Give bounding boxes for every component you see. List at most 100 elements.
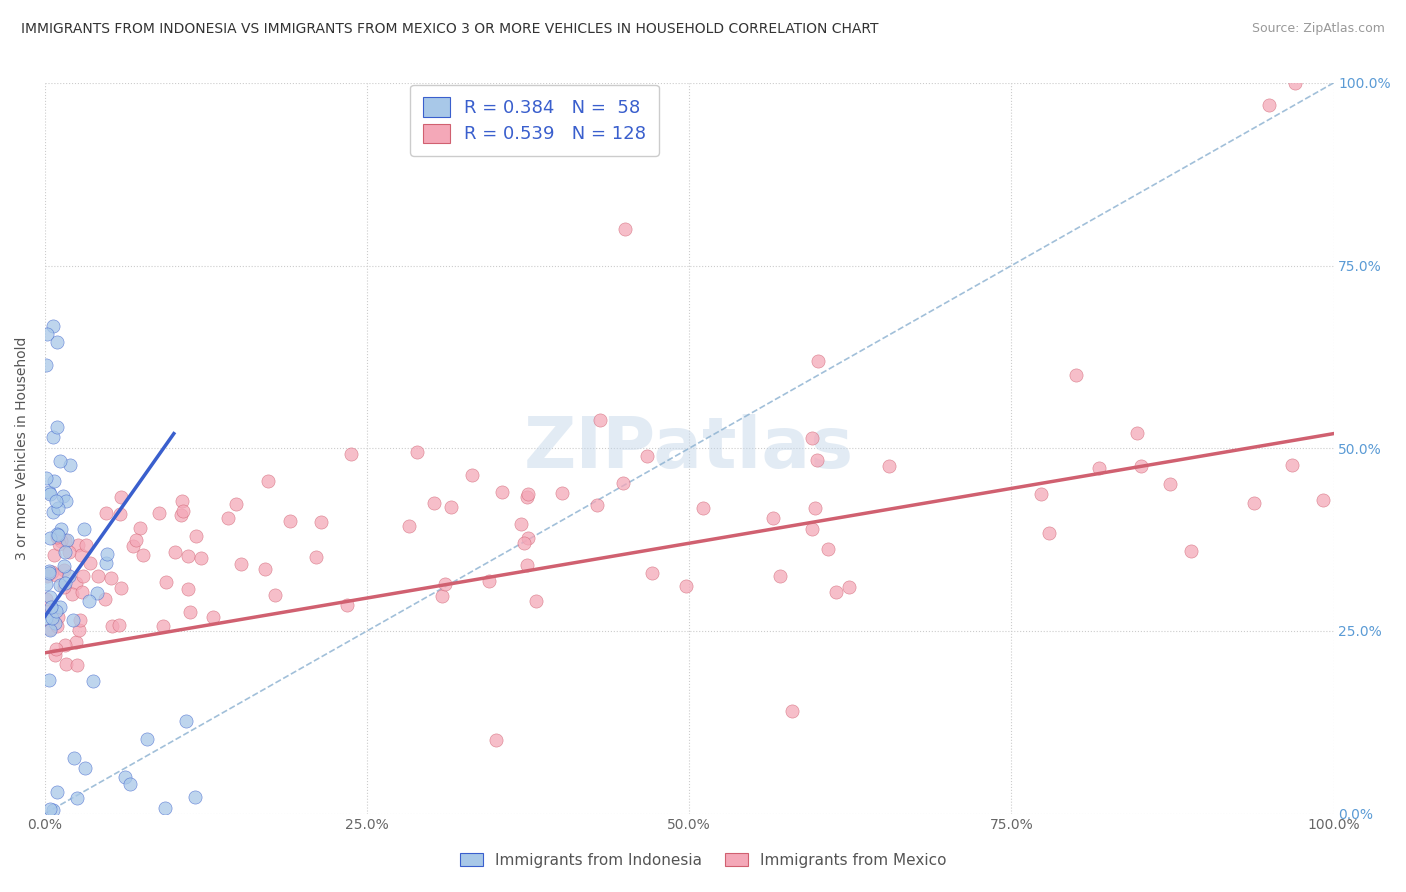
Point — [94, 506, 117, 520]
Point — [122, 540, 145, 554]
Point — [38, 566, 60, 581]
Point — [67, 538, 90, 552]
Point — [311, 515, 333, 529]
Point — [41, 318, 63, 333]
Point — [588, 413, 610, 427]
Point — [1243, 496, 1265, 510]
Point — [42, 803, 65, 817]
Point — [46, 619, 69, 633]
Point — [174, 714, 197, 728]
Point — [491, 485, 513, 500]
Text: Source: ZipAtlas.com: Source: ZipAtlas.com — [1251, 22, 1385, 36]
Point — [184, 789, 207, 804]
Point — [110, 581, 132, 595]
Point — [59, 458, 82, 472]
Point — [132, 548, 155, 562]
Point — [263, 588, 285, 602]
Point — [73, 761, 96, 775]
Point — [37, 326, 59, 341]
Point — [42, 548, 65, 562]
Point — [170, 508, 193, 522]
Point — [38, 623, 60, 637]
Point — [53, 580, 76, 594]
Point — [49, 533, 72, 548]
Point — [53, 545, 76, 559]
Point — [225, 497, 247, 511]
Point — [107, 618, 129, 632]
Point — [65, 658, 87, 673]
Point — [769, 569, 792, 583]
Y-axis label: 3 or more Vehicles in Household: 3 or more Vehicles in Household — [15, 336, 30, 560]
Point — [613, 222, 636, 236]
Point — [45, 334, 67, 349]
Point — [72, 569, 94, 583]
Point — [516, 490, 538, 504]
Legend: Immigrants from Indonesia, Immigrants from Mexico: Immigrants from Indonesia, Immigrants fr… — [451, 845, 955, 875]
Point — [201, 610, 224, 624]
Point — [801, 522, 824, 536]
Point — [155, 574, 177, 589]
Point — [101, 618, 124, 632]
Point — [1281, 458, 1303, 472]
Point — [838, 580, 860, 594]
Point — [1284, 76, 1306, 90]
Point — [170, 493, 193, 508]
Point — [70, 585, 93, 599]
Point — [179, 605, 201, 619]
Point — [551, 486, 574, 500]
Point — [217, 511, 239, 525]
Point — [278, 514, 301, 528]
Point — [1064, 368, 1087, 383]
Point — [44, 648, 66, 662]
Point — [516, 487, 538, 501]
Point — [152, 619, 174, 633]
Point — [406, 445, 429, 459]
Point — [86, 569, 108, 583]
Point — [45, 604, 67, 618]
Point — [39, 599, 62, 614]
Point — [49, 522, 72, 536]
Point — [52, 489, 75, 503]
Point — [53, 563, 76, 577]
Point — [172, 504, 194, 518]
Point — [190, 550, 212, 565]
Point — [305, 550, 328, 565]
Point — [641, 566, 664, 581]
Point — [524, 593, 547, 607]
Point — [612, 475, 634, 490]
Point — [807, 353, 830, 368]
Point — [41, 566, 63, 580]
Point — [38, 484, 60, 499]
Point — [73, 522, 96, 536]
Point — [513, 536, 536, 550]
Point — [1038, 525, 1060, 540]
Point — [35, 471, 58, 485]
Point — [398, 519, 420, 533]
Point — [45, 642, 67, 657]
Point — [35, 358, 58, 372]
Point — [44, 474, 66, 488]
Point — [38, 673, 60, 688]
Point — [77, 594, 100, 608]
Point — [75, 537, 97, 551]
Point — [1088, 460, 1111, 475]
Point — [82, 673, 104, 688]
Point — [38, 487, 60, 501]
Point — [1031, 487, 1053, 501]
Point — [100, 571, 122, 585]
Point — [60, 587, 83, 601]
Point — [1126, 425, 1149, 440]
Point — [422, 496, 444, 510]
Point — [34, 604, 56, 618]
Point — [39, 591, 62, 605]
Point — [782, 704, 804, 718]
Point — [66, 790, 89, 805]
Point — [1180, 544, 1202, 558]
Point — [45, 527, 67, 541]
Point — [129, 521, 152, 535]
Point — [176, 549, 198, 564]
Point — [45, 420, 67, 434]
Point — [49, 600, 72, 615]
Point — [53, 533, 76, 548]
Point — [44, 616, 66, 631]
